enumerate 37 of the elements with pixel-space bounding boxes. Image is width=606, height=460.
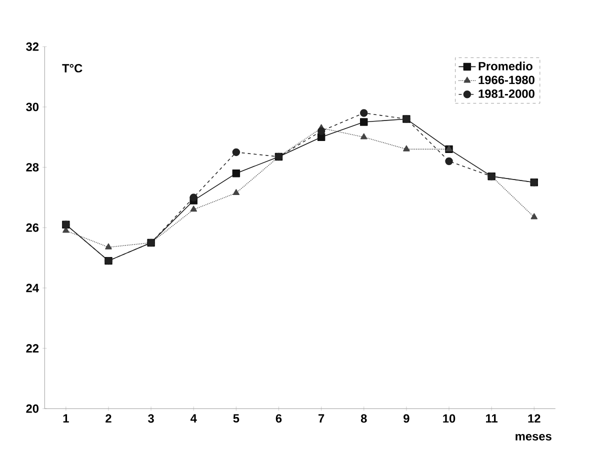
point	[232, 169, 240, 178]
point	[445, 157, 453, 166]
x-tick-label: 12	[528, 414, 540, 422]
y-tick-label: 32	[26, 42, 39, 51]
x-tick-label: 9	[404, 414, 410, 423]
point	[360, 133, 368, 140]
x-tick-label: 5	[233, 414, 240, 422]
point	[232, 188, 240, 195]
y-tick-label: 20	[26, 404, 39, 413]
y-tick-label: 30	[26, 102, 39, 112]
legend-label: 1966-1980	[478, 76, 534, 84]
point	[360, 118, 368, 126]
y-tick-label: 26	[26, 223, 39, 232]
x-axis-title: meses	[516, 434, 552, 440]
point	[530, 213, 538, 220]
point	[190, 206, 198, 212]
x-tick-label: 6	[276, 414, 282, 423]
y-axis-title: T°C	[62, 64, 82, 72]
x-tick-label: 7	[318, 414, 324, 422]
x-tick-label: 8	[360, 414, 367, 423]
legend-label: 1981-2000	[478, 89, 534, 98]
x-tick-label: 4	[190, 414, 197, 422]
point	[105, 243, 112, 250]
point	[190, 193, 198, 202]
point	[317, 127, 326, 135]
y-tick-label: 28	[26, 162, 39, 172]
y-tick-label: 24	[26, 284, 39, 292]
x-tick-label: 11	[486, 414, 498, 422]
x-tick-label: 2	[106, 414, 112, 422]
point	[360, 109, 368, 117]
legend-label: Promedio	[478, 62, 532, 70]
x-tick-label: 10	[443, 414, 456, 423]
point	[232, 148, 240, 156]
x-tick-label: 1	[63, 414, 69, 422]
y-tick-label: 22	[26, 344, 39, 352]
x-tick-label: 3	[148, 414, 154, 423]
point	[403, 145, 410, 152]
